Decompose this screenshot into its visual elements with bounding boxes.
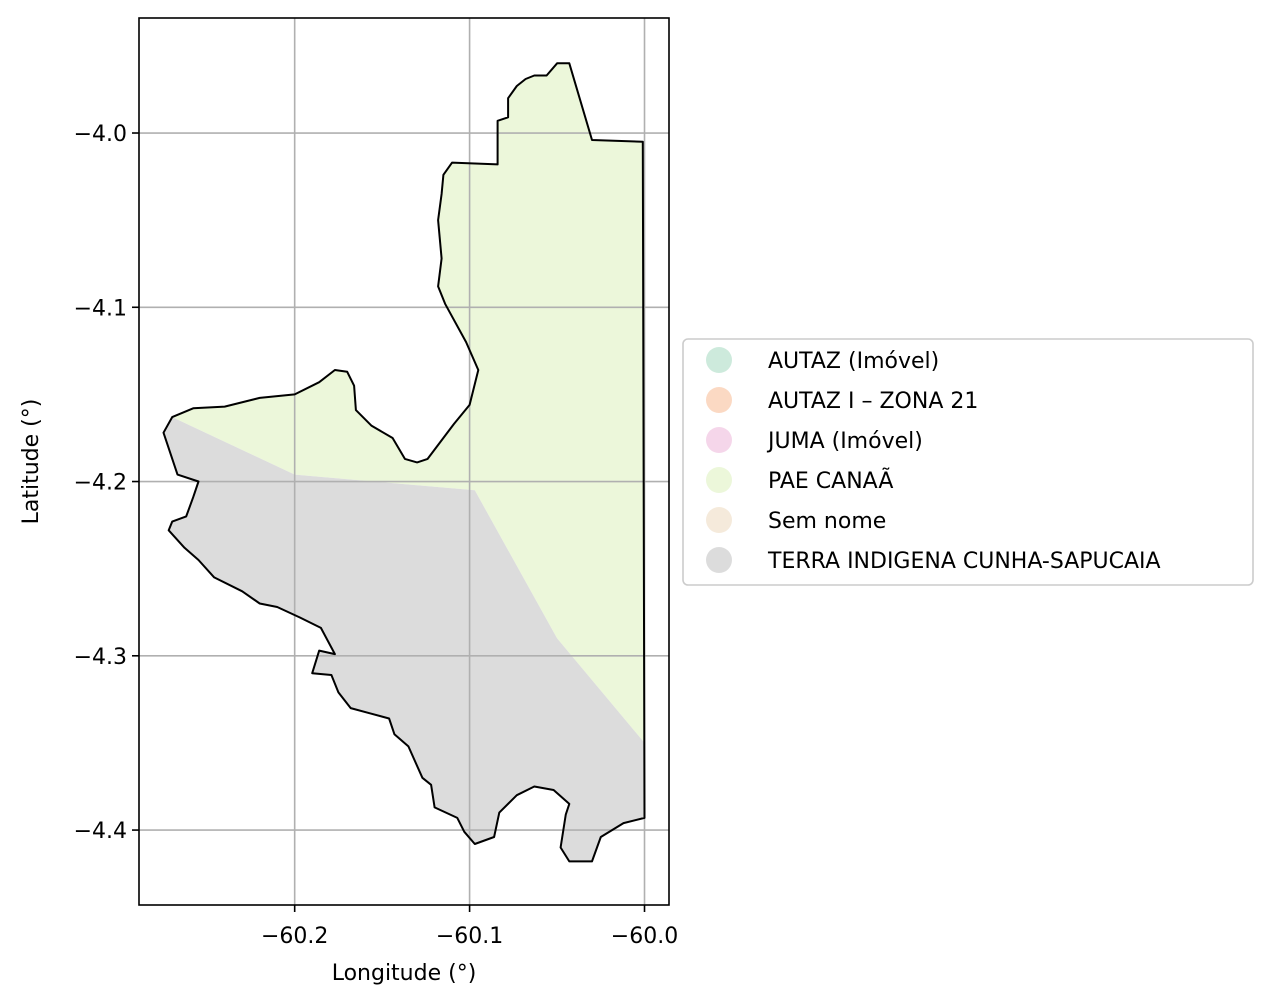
- regions-layer: [163, 63, 645, 862]
- plot-frame: [138, 17, 670, 906]
- legend-marker-4: [706, 507, 732, 533]
- y-tick-label-0: −4.0: [74, 122, 127, 147]
- y-axis-label: Latitude (°): [19, 399, 44, 525]
- legend-marker-1: [706, 387, 732, 413]
- x-tick-label-2: −60.0: [611, 924, 678, 949]
- x-tick-label-0: −60.2: [261, 924, 328, 949]
- legend-label-0: AUTAZ (Imóvel): [768, 349, 939, 374]
- legend-label-2: JUMA (Imóvel): [766, 429, 923, 454]
- legend: AUTAZ (Imóvel) AUTAZ I – ZONA 21 JUMA (Imó…: [682, 338, 1254, 586]
- ticks-layer: −60.2 −60.1 −60.0 −4.0 −4.1 −4.2 −4.3 −4.4: [74, 122, 679, 949]
- legend-frame: [682, 338, 1254, 586]
- legend-label-4: Sem nome: [768, 509, 886, 534]
- x-tick-label-1: −60.1: [436, 924, 503, 949]
- region-terra-indigena-cunha-sapucaia: [163, 417, 645, 862]
- x-axis-label: Longitude (°): [332, 961, 477, 986]
- legend-marker-3: [706, 467, 732, 493]
- legend-label-5: TERRA INDIGENA CUNHA-SAPUCAIA: [767, 549, 1161, 574]
- municipality-boundary: [162, 62, 646, 863]
- legend-marker-0: [706, 347, 732, 373]
- legend-label-3: PAE CANAÃ: [768, 467, 893, 494]
- boundary-layer: [162, 62, 646, 863]
- legend-label-1: AUTAZ I – ZONA 21: [768, 389, 978, 414]
- legend-marker-5: [706, 547, 732, 573]
- y-tick-label-3: −4.3: [74, 645, 127, 670]
- region-pae-cana-: [172, 63, 645, 743]
- y-tick-label-1: −4.1: [74, 296, 127, 321]
- legend-marker-2: [706, 427, 732, 453]
- y-tick-label-2: −4.2: [74, 471, 127, 496]
- y-tick-label-4: −4.4: [74, 819, 127, 844]
